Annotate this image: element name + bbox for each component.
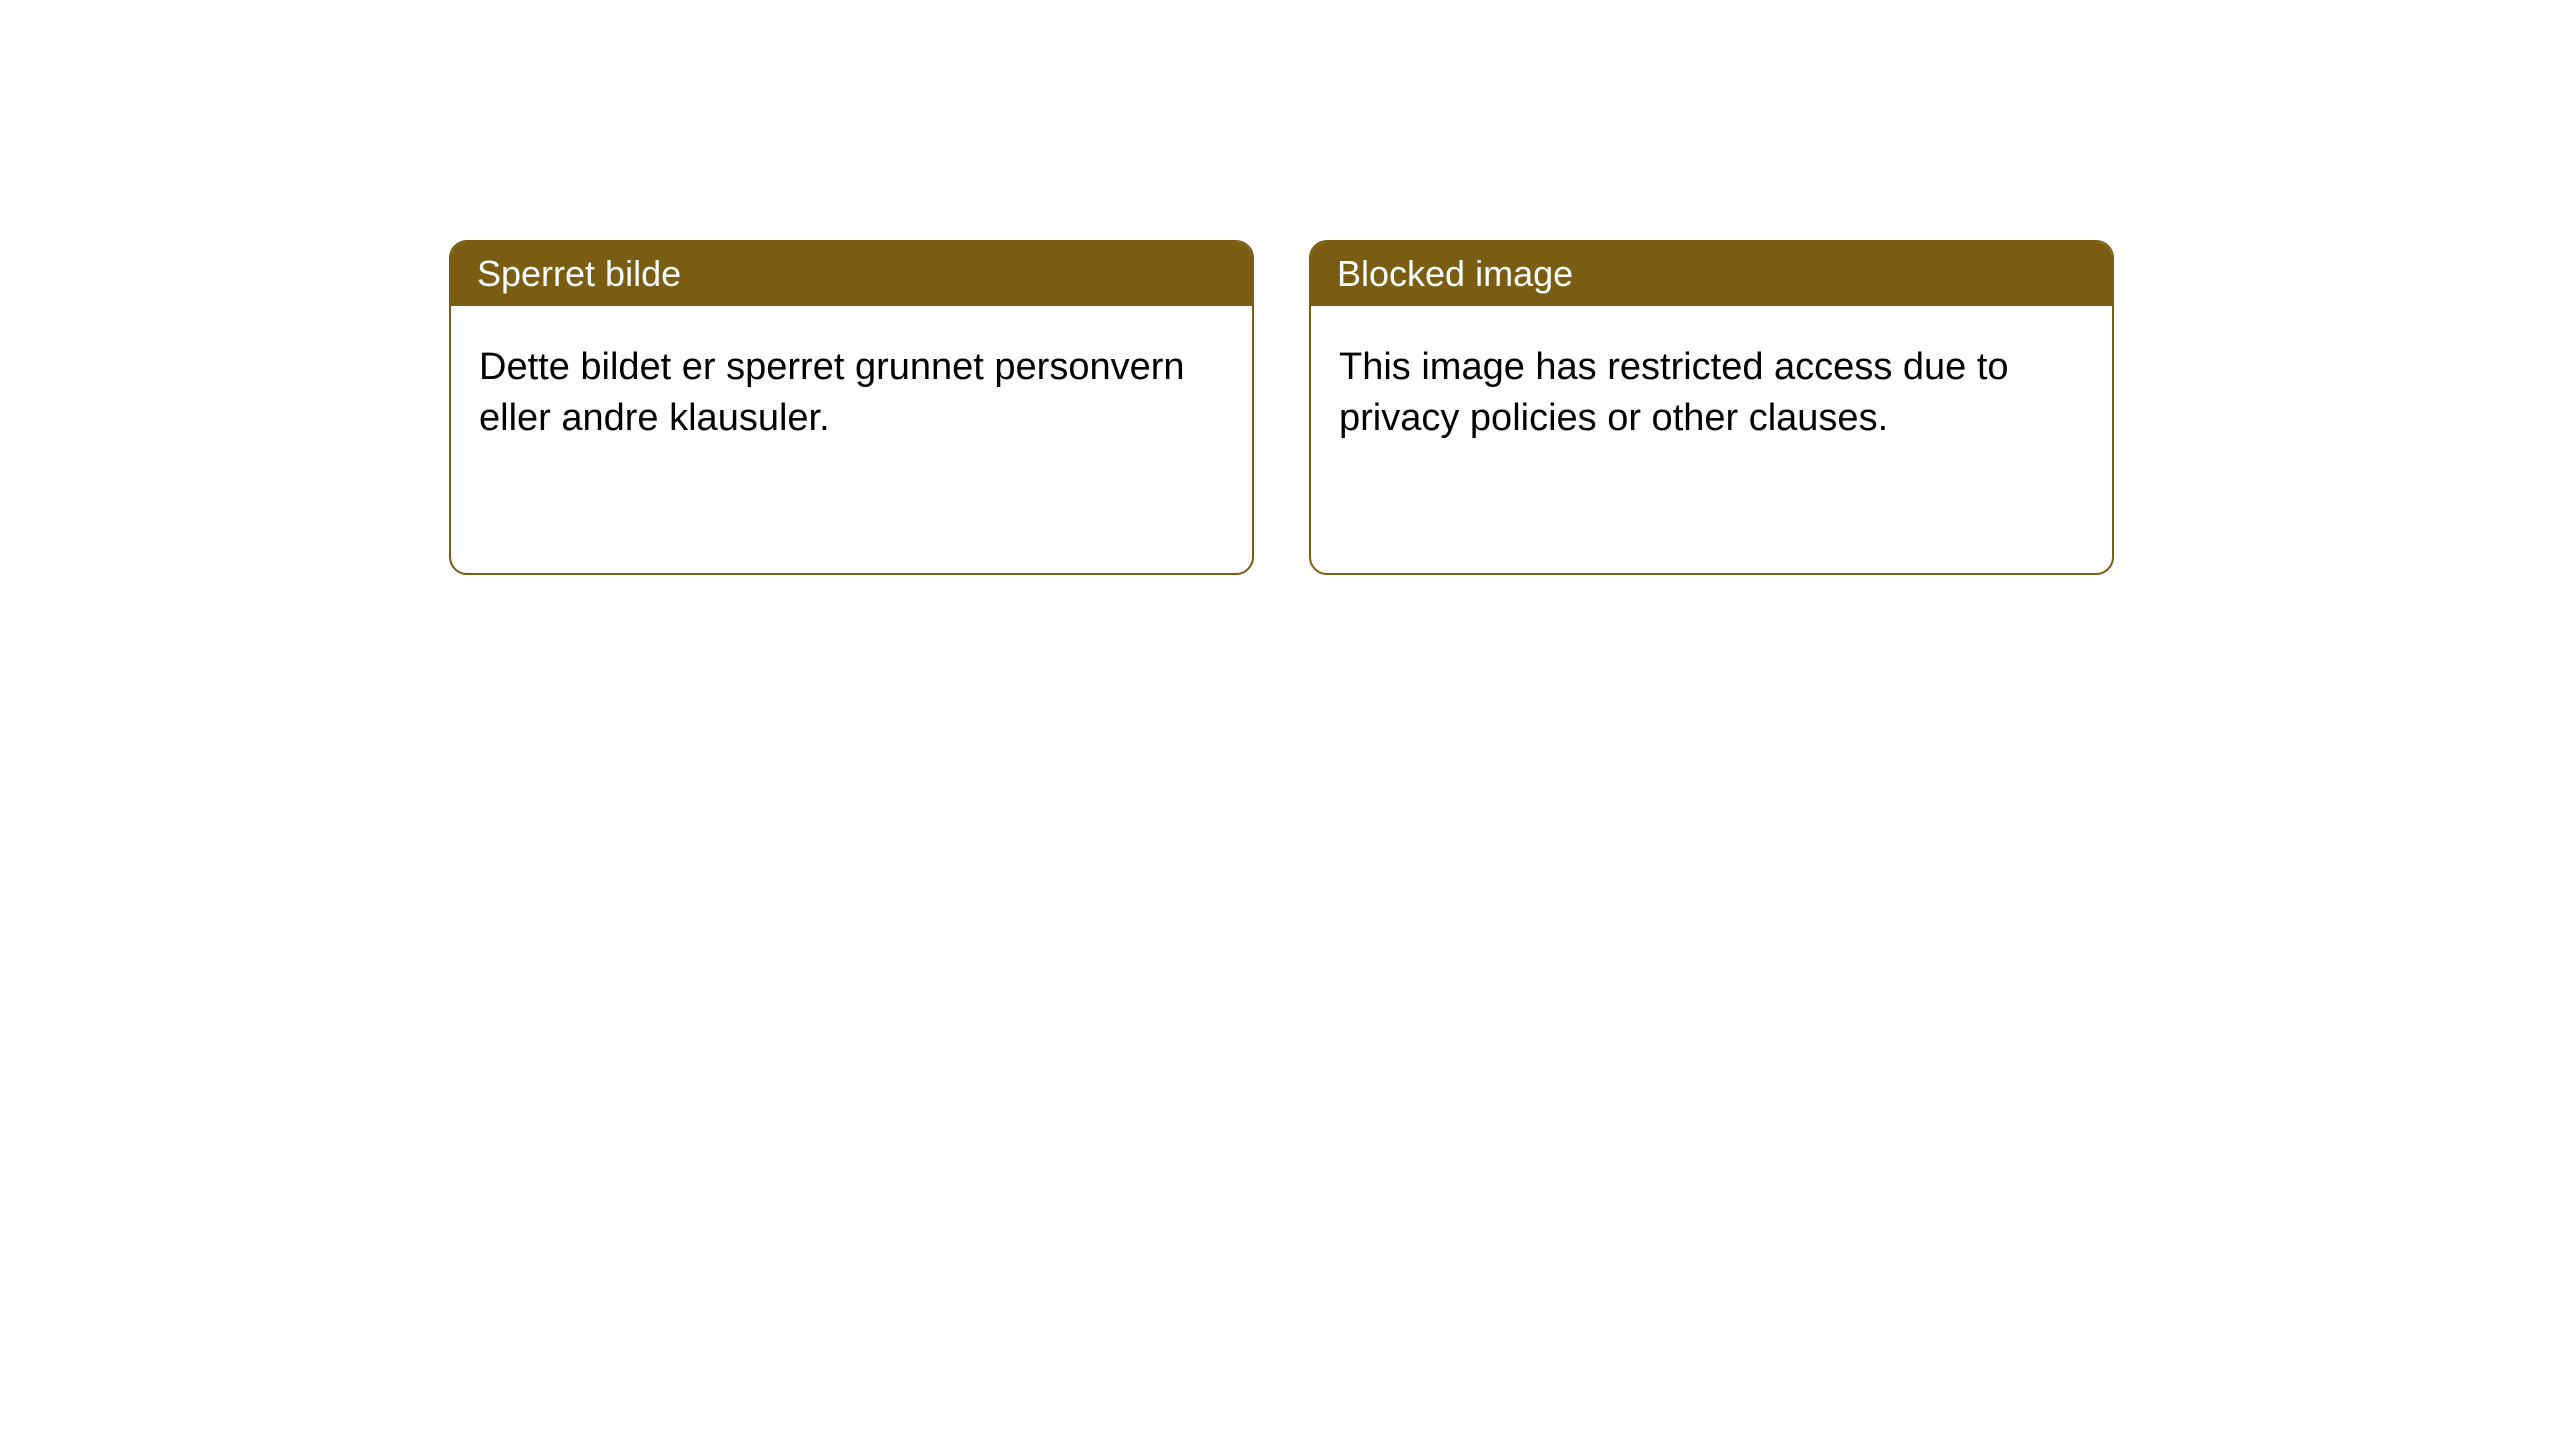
notice-title-english: Blocked image [1337,253,1573,294]
notice-box-english: Blocked image This image has restricted … [1309,240,2114,575]
notice-box-norwegian: Sperret bilde Dette bildet er sperret gr… [449,240,1254,575]
notice-body-norwegian: Dette bildet er sperret grunnet personve… [451,306,1252,481]
notice-title-norwegian: Sperret bilde [477,253,681,294]
notice-text-english: This image has restricted access due to … [1339,346,2009,439]
notice-header-english: Blocked image [1311,242,2112,306]
notice-header-norwegian: Sperret bilde [451,242,1252,306]
notice-container: Sperret bilde Dette bildet er sperret gr… [449,240,2114,575]
notice-text-norwegian: Dette bildet er sperret grunnet personve… [479,346,1185,439]
notice-body-english: This image has restricted access due to … [1311,306,2112,481]
